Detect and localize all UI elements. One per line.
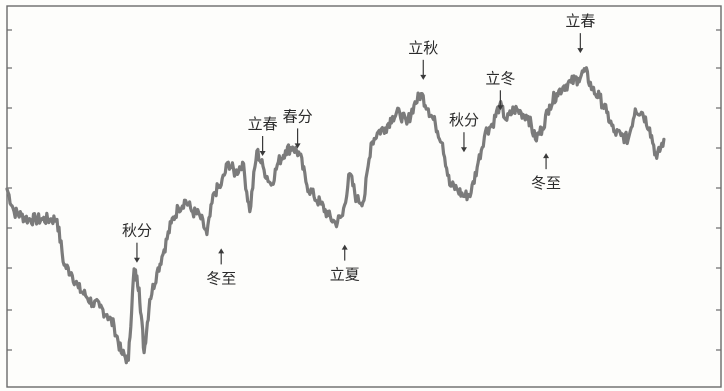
annotation-arrowhead bbox=[543, 153, 550, 159]
annotation-label: 立夏 bbox=[330, 266, 360, 284]
annotation-arrowhead bbox=[218, 248, 225, 254]
annotation: 立春 bbox=[248, 115, 278, 157]
annotation-label: 秋分 bbox=[122, 222, 152, 240]
annotation-label: 立春 bbox=[248, 115, 278, 133]
chart-frame bbox=[6, 5, 722, 388]
annotation-arrowhead bbox=[420, 74, 427, 80]
annotation: 秋分 bbox=[449, 111, 479, 153]
annotation: 立冬 bbox=[485, 69, 515, 111]
annotation-arrowhead bbox=[577, 48, 584, 54]
series-group bbox=[5, 66, 666, 365]
annotation-label: 春分 bbox=[283, 107, 313, 125]
annotation: 冬至 bbox=[206, 248, 236, 287]
annotation: 立春 bbox=[565, 12, 595, 54]
annotation-arrowhead bbox=[259, 151, 266, 157]
annotation: 冬至 bbox=[531, 153, 561, 192]
annotation: 秋分 bbox=[122, 222, 152, 263]
annotation-arrowhead bbox=[341, 244, 348, 250]
annotation-arrowhead bbox=[133, 257, 140, 263]
annotation-arrowhead bbox=[497, 105, 504, 111]
right-ticks bbox=[716, 29, 721, 351]
annotation: 立夏 bbox=[330, 244, 360, 284]
series-line bbox=[5, 66, 666, 365]
annotation-label: 冬至 bbox=[531, 174, 561, 192]
annotation-arrowhead bbox=[294, 143, 301, 149]
annotation-label: 秋分 bbox=[449, 111, 479, 129]
annotation-label: 立冬 bbox=[485, 69, 515, 87]
annotation-arrowhead bbox=[460, 147, 467, 153]
annotation: 春分 bbox=[283, 107, 313, 149]
annotation: 立秋 bbox=[408, 39, 438, 80]
annotation-label: 冬至 bbox=[206, 269, 236, 287]
annotation-label: 立秋 bbox=[408, 39, 438, 57]
annotation-label: 立春 bbox=[565, 12, 595, 30]
